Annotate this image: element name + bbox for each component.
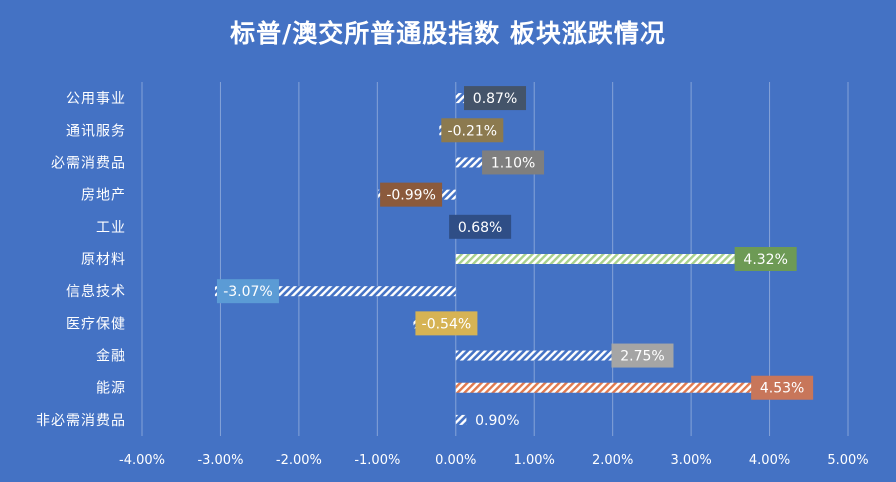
category-label: 信息技术: [66, 283, 126, 300]
category-label: 医疗保健: [66, 316, 126, 332]
data-label-box: [611, 343, 674, 368]
bar: [214, 286, 456, 297]
data-label-box: [482, 150, 545, 175]
x-tick-label: 3.00%: [670, 453, 711, 468]
category-label: 房地产: [81, 188, 126, 204]
category-label: 公用事业: [66, 91, 126, 107]
x-tick-label: -1.00%: [354, 453, 400, 468]
x-tick-label: -4.00%: [119, 453, 165, 468]
data-label: 0.90%: [475, 413, 519, 429]
data-label: -0.99%: [386, 188, 436, 204]
chart-title: 标普/澳交所普通股指数 板块涨跌情况: [230, 19, 666, 48]
x-axis-ticks: -4.00% -3.00% -2.00% -1.00% 0.00% 1.00% 2.00% 3…: [119, 453, 869, 468]
x-tick-label: 2.00%: [592, 453, 633, 468]
category-label: 必需消费品: [51, 155, 126, 171]
data-label-box: [464, 86, 527, 111]
data-label: -3.07%: [223, 284, 273, 300]
data-label: 0.87%: [473, 91, 517, 107]
bar: [455, 254, 795, 264]
data-label-box: [734, 247, 797, 271]
data-label: 2.75%: [620, 349, 664, 365]
data-label-box: [415, 311, 478, 336]
category-label: 金融: [96, 349, 126, 365]
x-tick-label: 1.00%: [514, 453, 555, 468]
data-label-box: [441, 118, 504, 143]
data-label-box: [380, 182, 443, 207]
x-tick-label: -3.00%: [197, 453, 243, 468]
category-label: 工业: [96, 220, 126, 236]
data-labels: 0.87% -0.21% 1.10% -0.99% 0.68% 4.32% -3.07% -0…: [216, 86, 814, 432]
bars: [214, 93, 812, 425]
data-label: -0.54%: [422, 316, 472, 332]
data-label: 1.10%: [491, 155, 535, 171]
category-label: 非必需消费品: [36, 413, 126, 429]
data-label-box: [449, 214, 512, 239]
bar: [455, 350, 672, 361]
data-label: -0.21%: [448, 123, 498, 139]
category-label: 原材料: [81, 252, 126, 268]
data-label: 4.53%: [760, 381, 804, 397]
bar: [455, 382, 812, 393]
x-tick-label: 5.00%: [827, 453, 868, 468]
category-label: 能源: [96, 381, 126, 397]
category-label: 通讯服务: [66, 123, 126, 139]
data-label-box: [751, 375, 814, 400]
data-label-box: [216, 279, 279, 304]
data-label: 4.32%: [743, 252, 787, 268]
data-label: 0.68%: [458, 220, 502, 236]
data-label-box: [466, 407, 529, 432]
x-tick-label: 0.00%: [435, 453, 476, 468]
x-tick-label: 4.00%: [749, 453, 790, 468]
x-tick-label: -2.00%: [276, 453, 322, 468]
